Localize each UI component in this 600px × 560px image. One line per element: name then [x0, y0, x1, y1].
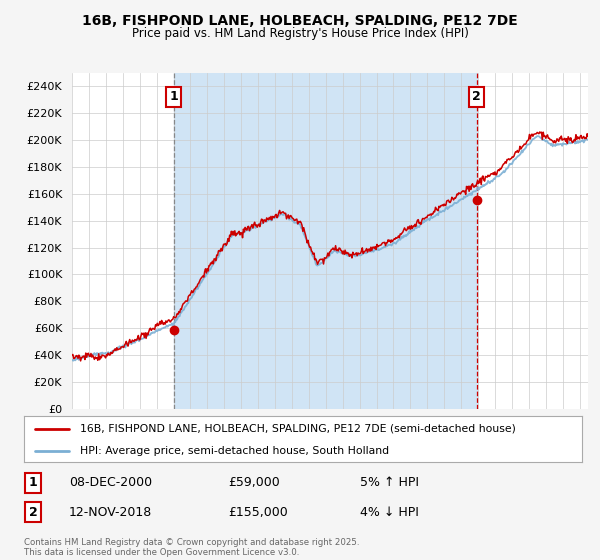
- Bar: [173, 73, 476, 409]
- Text: 4% ↓ HPI: 4% ↓ HPI: [360, 506, 419, 519]
- Text: Contains HM Land Registry data © Crown copyright and database right 2025.
This d: Contains HM Land Registry data © Crown c…: [24, 538, 359, 557]
- Text: 12-NOV-2018: 12-NOV-2018: [69, 506, 152, 519]
- Text: 1: 1: [169, 91, 178, 104]
- Text: £155,000: £155,000: [228, 506, 288, 519]
- Text: 2: 2: [472, 91, 481, 104]
- Text: HPI: Average price, semi-detached house, South Holland: HPI: Average price, semi-detached house,…: [80, 446, 389, 455]
- Text: 16B, FISHPOND LANE, HOLBEACH, SPALDING, PE12 7DE: 16B, FISHPOND LANE, HOLBEACH, SPALDING, …: [82, 14, 518, 28]
- Text: 1: 1: [29, 476, 37, 489]
- Text: 16B, FISHPOND LANE, HOLBEACH, SPALDING, PE12 7DE (semi-detached house): 16B, FISHPOND LANE, HOLBEACH, SPALDING, …: [80, 424, 515, 434]
- Text: Price paid vs. HM Land Registry's House Price Index (HPI): Price paid vs. HM Land Registry's House …: [131, 27, 469, 40]
- Text: 5% ↑ HPI: 5% ↑ HPI: [360, 476, 419, 489]
- Text: 08-DEC-2000: 08-DEC-2000: [69, 476, 152, 489]
- Text: 2: 2: [29, 506, 37, 519]
- Text: £59,000: £59,000: [228, 476, 280, 489]
